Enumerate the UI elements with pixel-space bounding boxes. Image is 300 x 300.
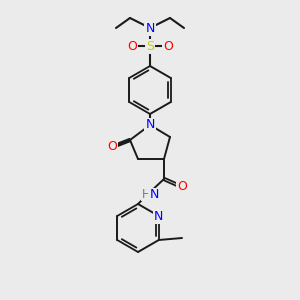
Text: O: O (163, 40, 173, 52)
Text: O: O (107, 140, 117, 154)
Text: H: H (142, 188, 150, 200)
Text: N: N (154, 209, 164, 223)
Text: N: N (145, 118, 155, 131)
Text: N: N (149, 188, 159, 202)
Text: S: S (146, 40, 154, 52)
Text: O: O (127, 40, 137, 52)
Text: O: O (177, 181, 187, 194)
Text: N: N (145, 22, 155, 34)
